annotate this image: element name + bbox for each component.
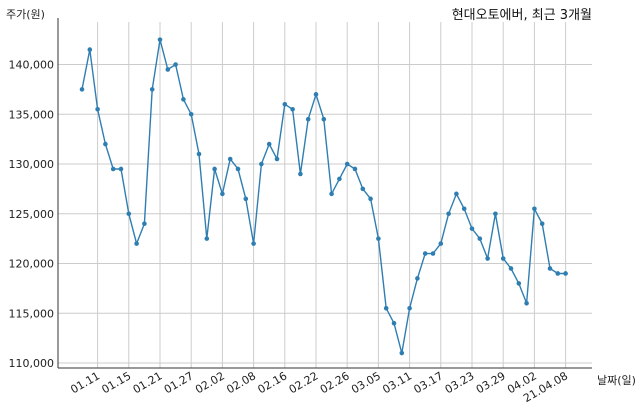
data-point: [376, 236, 381, 241]
x-tick-label: 02.26: [318, 369, 352, 396]
data-point: [399, 350, 405, 356]
data-point: [95, 106, 100, 112]
x-axis-label: 날짜(일): [597, 373, 636, 387]
data-point: [469, 226, 475, 231]
x-tick-label: 03.17: [412, 369, 446, 396]
data-point: [149, 87, 155, 92]
x-tick-label: 03.05: [349, 369, 383, 396]
data-point: [110, 166, 116, 172]
data-point: [508, 266, 514, 271]
x-tick-label: 02.22: [287, 369, 321, 396]
y-tick-label: 110,000: [9, 357, 55, 370]
data-point: [290, 106, 295, 112]
data-point: [438, 241, 444, 246]
data-point: [266, 141, 272, 147]
data-point: [321, 116, 327, 122]
x-tick-label: 01.11: [68, 369, 102, 396]
x-tick-label: 03.29: [474, 369, 508, 396]
data-point: [235, 166, 241, 172]
y-axis-label: 주가(원): [6, 8, 45, 21]
y-tick-label: 125,000: [9, 208, 55, 221]
data-point: [337, 176, 342, 182]
data-points: [79, 37, 568, 356]
grid: [58, 22, 592, 368]
data-point: [212, 166, 217, 172]
data-point: [118, 166, 124, 172]
data-point: [181, 97, 186, 102]
y-tick-label: 140,000: [9, 59, 55, 72]
data-point: [407, 305, 412, 311]
data-point: [422, 251, 428, 256]
data-point: [493, 211, 498, 217]
chart-title: 현대오토에버, 최근 3개월: [452, 8, 592, 23]
y-tick-label: 120,000: [9, 258, 55, 271]
data-point: [313, 92, 319, 97]
data-point: [204, 236, 210, 241]
data-point: [243, 196, 249, 202]
x-tick-label: 03.23: [443, 369, 477, 396]
data-point: [298, 171, 303, 177]
data-point: [126, 211, 132, 217]
data-point: [282, 102, 288, 107]
price-series-line: [81, 39, 566, 354]
data-point: [524, 301, 529, 306]
data-point: [415, 276, 420, 281]
data-point: [532, 206, 537, 212]
data-point: [360, 186, 366, 192]
y-tick-label: 130,000: [9, 158, 55, 171]
data-point: [251, 241, 256, 246]
data-point: [391, 320, 397, 326]
data-point: [103, 141, 108, 147]
data-point: [430, 251, 436, 256]
y-axis-ticks: 110,000 115,000 120,000 125,000 130,000 135,0…: [9, 59, 55, 371]
data-point: [227, 156, 233, 162]
data-point: [563, 271, 568, 276]
x-axis-ticks: 01.1101.1501.2101.2702.0202.0802.1602.22…: [68, 369, 570, 405]
data-point: [485, 256, 490, 261]
y-tick-label: 135,000: [9, 108, 55, 121]
data-point: [142, 221, 147, 226]
data-point: [87, 47, 93, 52]
data-point: [329, 191, 334, 197]
data-point: [352, 166, 358, 172]
x-tick-label: 01.15: [100, 369, 134, 396]
data-point: [134, 241, 139, 246]
data-point: [79, 87, 85, 92]
data-point: [516, 281, 522, 286]
data-point: [500, 256, 506, 261]
data-point: [446, 211, 451, 217]
x-tick-label: 01.27: [162, 369, 196, 396]
data-point: [259, 161, 264, 167]
data-point: [368, 196, 373, 202]
data-point: [188, 111, 194, 117]
data-point: [173, 62, 178, 67]
data-point: [305, 116, 311, 122]
data-point: [165, 67, 171, 72]
data-point: [220, 191, 225, 197]
x-tick-label: 03.11: [380, 369, 414, 396]
x-tick-label: 01.21: [131, 369, 165, 396]
y-tick-label: 115,000: [9, 307, 55, 320]
data-point: [539, 221, 545, 226]
data-point: [196, 151, 202, 157]
data-point: [461, 206, 467, 212]
data-point: [477, 236, 483, 241]
data-point: [157, 37, 163, 42]
data-point: [344, 161, 350, 167]
x-tick-label: 02.16: [256, 369, 290, 396]
x-tick-label: 02.08: [224, 369, 258, 396]
x-tick-label: 02.02: [193, 369, 227, 396]
data-point: [383, 305, 389, 311]
data-point: [547, 266, 553, 271]
data-point: [274, 156, 280, 162]
data-point: [454, 191, 459, 197]
data-point: [555, 271, 561, 276]
